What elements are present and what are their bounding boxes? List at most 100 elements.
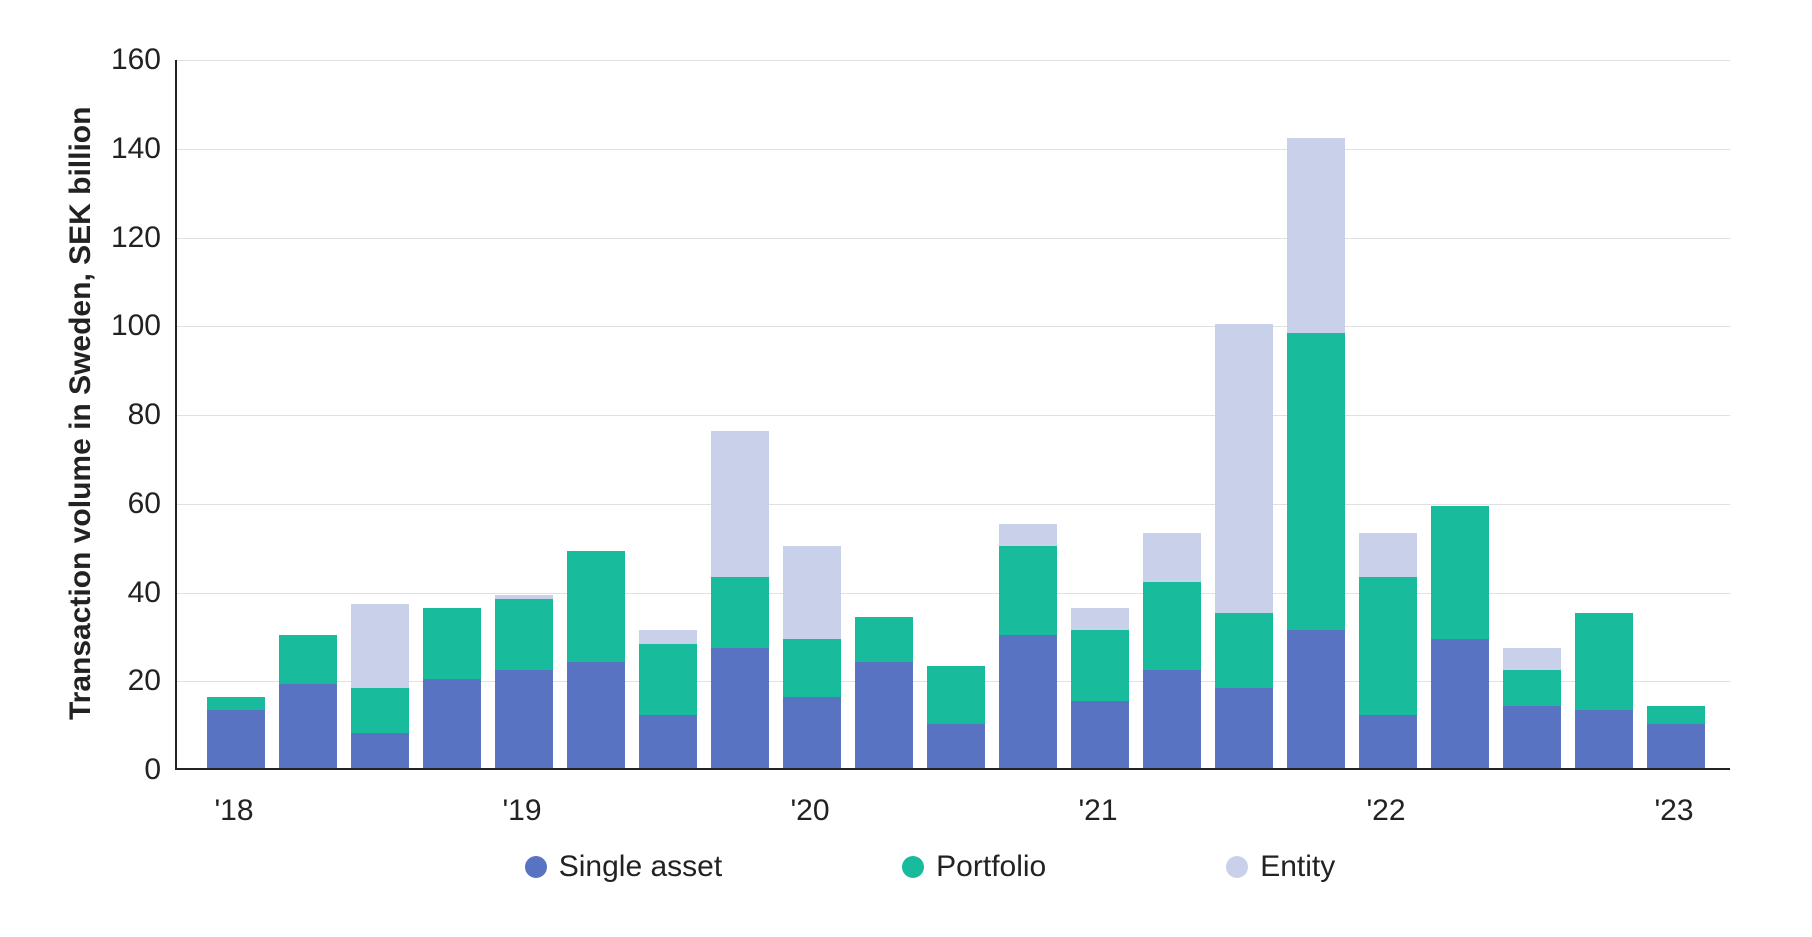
bar-seg-portfolio xyxy=(639,644,697,715)
bar-stack xyxy=(1647,58,1705,768)
x-tick-label: '20 xyxy=(790,794,829,828)
bar-seg-portfolio xyxy=(711,577,769,648)
bar-stack xyxy=(1431,58,1489,768)
bar-seg-entity xyxy=(351,604,409,688)
bar-seg-single_asset xyxy=(207,710,265,768)
bar-seg-single_asset xyxy=(1503,706,1561,768)
bar-seg-single_asset xyxy=(279,684,337,768)
bar-stack xyxy=(279,58,337,768)
bar-seg-portfolio xyxy=(1143,582,1201,671)
stacked-bar-chart: Transaction volume in Sweden, SEK billio… xyxy=(0,0,1812,937)
legend-item-single_asset: Single asset xyxy=(525,850,722,884)
bar-seg-single_asset xyxy=(351,733,409,769)
y-tick-label: 160 xyxy=(71,43,161,77)
bar-seg-portfolio xyxy=(999,546,1057,635)
legend-swatch xyxy=(525,856,547,878)
bar-stack xyxy=(495,58,553,768)
bar-seg-single_asset xyxy=(783,697,841,768)
bar-seg-single_asset xyxy=(1647,724,1705,768)
bar-stack xyxy=(1359,58,1417,768)
x-tick-label: '23 xyxy=(1654,794,1693,828)
bar-seg-entity xyxy=(1071,608,1129,630)
bar-stack xyxy=(1143,58,1201,768)
bar-stack xyxy=(1215,58,1273,768)
bar-stack xyxy=(1071,58,1129,768)
x-tick-label: '21 xyxy=(1078,794,1117,828)
bar-seg-portfolio xyxy=(927,666,985,724)
legend-item-portfolio: Portfolio xyxy=(902,850,1046,884)
legend-label: Entity xyxy=(1260,850,1335,884)
bar-seg-single_asset xyxy=(855,662,913,769)
bar-stack xyxy=(639,58,697,768)
y-tick-label: 40 xyxy=(71,576,161,610)
bar-seg-single_asset xyxy=(495,670,553,768)
bar-seg-entity xyxy=(639,630,697,643)
bar-seg-single_asset xyxy=(423,679,481,768)
bar-seg-single_asset xyxy=(567,662,625,769)
bar-stack xyxy=(1287,58,1345,768)
x-tick-label: '19 xyxy=(502,794,541,828)
legend-label: Portfolio xyxy=(936,850,1046,884)
chart-legend: Single asset Portfolio Entity xyxy=(480,850,1380,884)
bar-seg-entity xyxy=(783,546,841,639)
y-tick-label: 80 xyxy=(71,398,161,432)
bar-seg-portfolio xyxy=(1503,670,1561,706)
bar-seg-portfolio xyxy=(855,617,913,661)
bar-stack xyxy=(927,58,985,768)
bar-seg-single_asset xyxy=(1143,670,1201,768)
bar-seg-entity xyxy=(1215,324,1273,612)
bar-seg-portfolio xyxy=(207,697,265,710)
bar-seg-portfolio xyxy=(783,639,841,697)
bar-seg-single_asset xyxy=(1215,688,1273,768)
bar-seg-portfolio xyxy=(1287,333,1345,630)
bar-seg-entity xyxy=(495,595,553,599)
bar-seg-portfolio xyxy=(351,688,409,732)
bar-seg-portfolio xyxy=(1071,630,1129,701)
y-tick-label: 60 xyxy=(71,487,161,521)
bar-seg-portfolio xyxy=(1647,706,1705,724)
bar-stack xyxy=(711,58,769,768)
bar-stack xyxy=(207,58,265,768)
bar-stack xyxy=(423,58,481,768)
bar-seg-portfolio xyxy=(495,599,553,670)
bar-stack xyxy=(1575,58,1633,768)
legend-label: Single asset xyxy=(559,850,722,884)
bar-seg-entity xyxy=(711,431,769,577)
bar-stack xyxy=(999,58,1057,768)
bar-seg-portfolio xyxy=(1575,613,1633,711)
legend-swatch xyxy=(1226,856,1248,878)
bar-seg-single_asset xyxy=(1359,715,1417,768)
y-tick-label: 100 xyxy=(71,309,161,343)
bar-seg-portfolio xyxy=(567,551,625,662)
bar-seg-single_asset xyxy=(927,724,985,768)
bar-seg-single_asset xyxy=(1575,710,1633,768)
bar-seg-portfolio xyxy=(279,635,337,684)
bar-seg-entity xyxy=(1359,533,1417,577)
y-tick-label: 0 xyxy=(71,753,161,787)
y-tick-label: 140 xyxy=(71,132,161,166)
plot-area xyxy=(175,60,1730,770)
bar-stack xyxy=(1503,58,1561,768)
bar-seg-single_asset xyxy=(639,715,697,768)
legend-item-entity: Entity xyxy=(1226,850,1335,884)
bar-seg-portfolio xyxy=(1359,577,1417,715)
bar-seg-portfolio xyxy=(1431,506,1489,639)
y-tick-label: 120 xyxy=(71,221,161,255)
bar-seg-portfolio xyxy=(423,608,481,679)
bar-seg-entity xyxy=(999,524,1057,546)
bar-seg-portfolio xyxy=(1215,613,1273,688)
y-tick-label: 20 xyxy=(71,664,161,698)
bar-seg-entity xyxy=(1503,648,1561,670)
bar-seg-single_asset xyxy=(1071,701,1129,768)
legend-swatch xyxy=(902,856,924,878)
bar-stack xyxy=(567,58,625,768)
x-tick-label: '22 xyxy=(1366,794,1405,828)
x-tick-label: '18 xyxy=(214,794,253,828)
bar-stack xyxy=(783,58,841,768)
bar-seg-single_asset xyxy=(1431,639,1489,768)
bar-seg-single_asset xyxy=(999,635,1057,768)
bar-seg-entity xyxy=(1287,138,1345,333)
bar-seg-single_asset xyxy=(1287,630,1345,768)
bar-seg-single_asset xyxy=(711,648,769,768)
bar-seg-entity xyxy=(1143,533,1201,582)
